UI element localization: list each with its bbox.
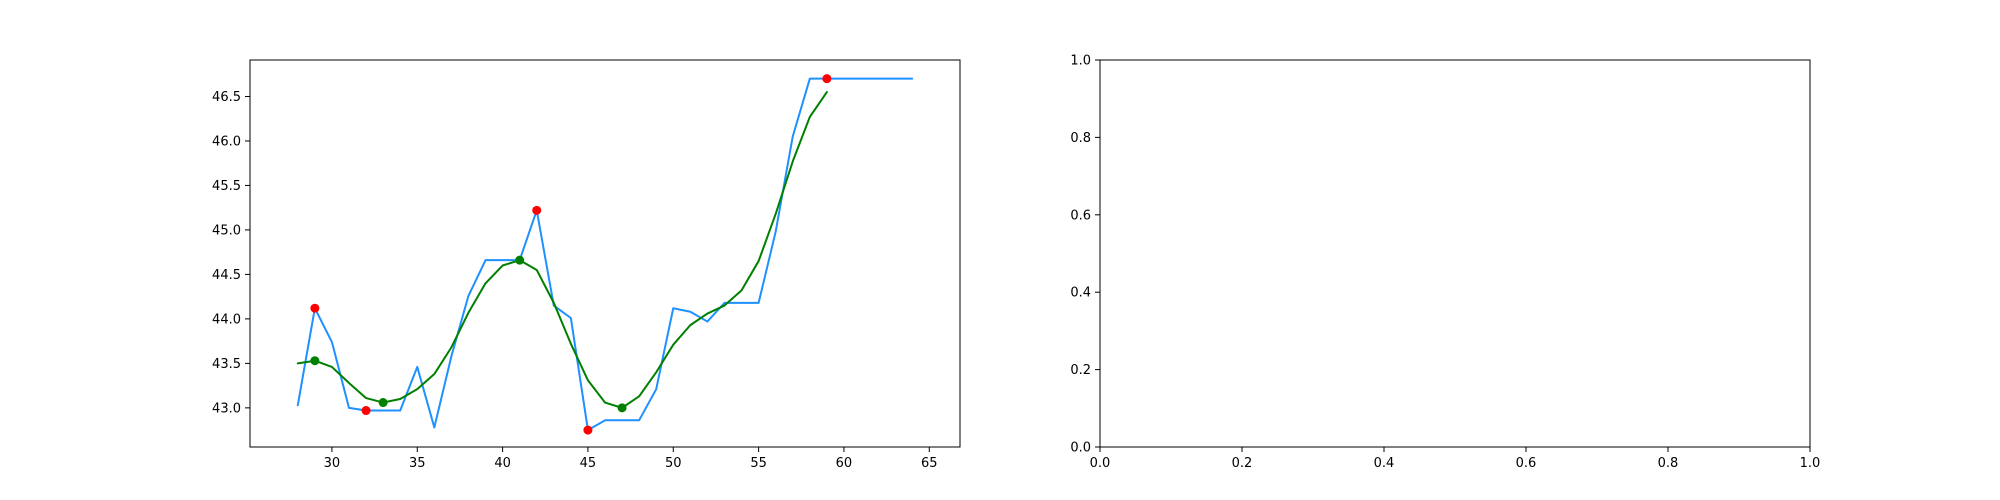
left-x-tick-label: 45 (580, 456, 597, 471)
right-axes: 0.0 0.2 0.4 0.6 0.8 1.0 0.0 0.2 0.4 0.6 0.8 1.0 (1070, 54, 1820, 472)
right-x-tick-label: 0.2 (1232, 456, 1253, 471)
left-series-3-point (378, 398, 388, 408)
left-series-3-point (515, 255, 525, 265)
left-axes: 30 35 40 45 50 55 60 65 43.0 43.5 44.0 44.5 45.0 45.5… (212, 59, 961, 471)
right-y-tick-label: 1.0 (1070, 54, 1091, 69)
right-y-tick-label: 0.4 (1070, 286, 1091, 301)
left-x-tick-label: 55 (750, 456, 767, 471)
left-y-tick-label: 46.5 (212, 90, 241, 105)
left-series-2-point (361, 406, 371, 416)
right-y-tick-label: 0.8 (1070, 131, 1091, 146)
left-series-3-point (310, 356, 320, 366)
left-y-tick-label: 46.0 (212, 134, 241, 149)
left-x-tick-label: 50 (665, 456, 682, 471)
right-y-tick-label: 0.2 (1070, 363, 1091, 378)
left-series-2-point (583, 425, 593, 435)
right-axes-frame (1099, 59, 1811, 448)
right-x-tick-label: 0.4 (1374, 456, 1395, 471)
left-series-2-point (532, 205, 542, 215)
left-y-tick-label: 43.5 (212, 357, 241, 372)
left-series-2-point (310, 303, 320, 313)
right-x-tick-label: 0.8 (1658, 456, 1679, 471)
left-x-tick-label: 30 (324, 456, 341, 471)
right-y-tick-label: 0.0 (1070, 441, 1091, 456)
left-axes-frame (249, 59, 961, 448)
left-series-0-line (296, 77, 914, 432)
right-x-tick-label: 1.0 (1800, 456, 1821, 471)
left-x-tick-label: 35 (409, 456, 426, 471)
left-y-tick-label: 45.5 (212, 179, 241, 194)
left-y-tick-label: 45.0 (212, 223, 241, 238)
right-x-tick-label: 0.6 (1516, 456, 1537, 471)
left-x-tick-label: 60 (836, 456, 853, 471)
left-series-3-point (617, 403, 627, 413)
right-x-tick-label: 0.0 (1090, 456, 1111, 471)
left-y-tick-label: 43.0 (212, 401, 241, 416)
left-x-tick-label: 40 (494, 456, 511, 471)
left-x-tick-label: 65 (921, 456, 938, 471)
left-series-2-point (822, 74, 832, 84)
left-y-tick-label: 44.0 (212, 312, 241, 327)
right-y-tick-label: 0.6 (1070, 208, 1091, 223)
left-y-tick-label: 44.5 (212, 268, 241, 283)
